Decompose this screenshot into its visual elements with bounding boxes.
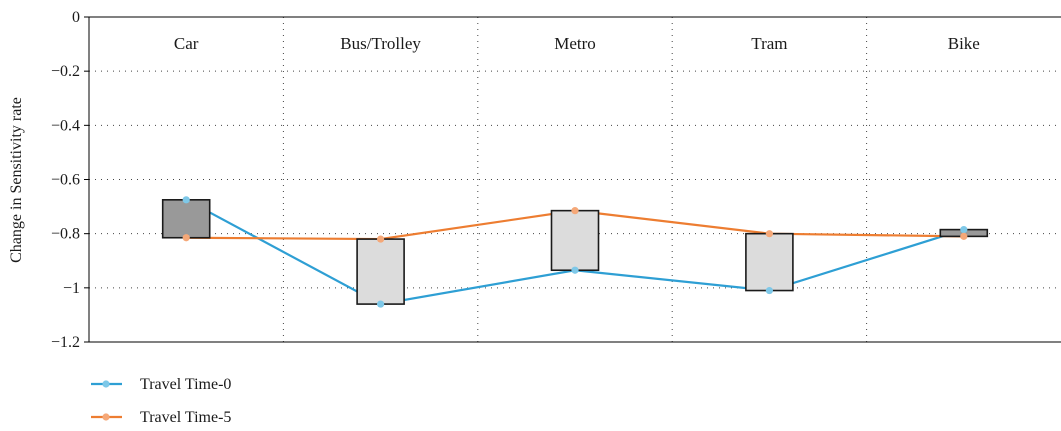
data-point xyxy=(960,232,968,240)
legend-marker xyxy=(102,380,110,388)
series-points xyxy=(182,196,968,308)
legend-item: Travel Time-0 xyxy=(91,376,231,393)
data-point xyxy=(765,286,774,295)
y-tick-label: −0.6 xyxy=(51,172,80,189)
range-boxes xyxy=(161,199,989,305)
y-tick-label: −1 xyxy=(63,280,80,297)
y-tick-label: −0.4 xyxy=(51,117,80,134)
category-labels: Car Bus/Trolley Metro Tram Bike xyxy=(174,34,980,53)
range-box xyxy=(550,209,600,272)
category-label: Bus/Trolley xyxy=(340,34,421,53)
data-point xyxy=(571,266,579,274)
data-point xyxy=(571,207,579,215)
legend: Travel Time-0 Travel Time-5 xyxy=(91,376,231,426)
legend-item: Travel Time-5 xyxy=(91,409,231,426)
legend-label: Travel Time-0 xyxy=(140,376,231,393)
category-label: Car xyxy=(174,34,199,53)
data-point xyxy=(377,235,385,243)
grid xyxy=(89,17,1061,342)
data-point xyxy=(960,226,968,234)
data-point xyxy=(765,230,774,238)
range-box xyxy=(356,238,405,305)
y-tick-label: 0 xyxy=(72,9,80,26)
y-ticks: 0 −0.2 −0.4 −0.6 −0.8 −1 −1.2 xyxy=(51,9,89,351)
range-box xyxy=(161,199,211,239)
y-tick-label: −0.8 xyxy=(51,226,80,243)
legend-marker xyxy=(102,413,110,421)
data-point xyxy=(377,300,385,308)
data-point xyxy=(182,196,190,204)
category-label: Metro xyxy=(554,34,596,53)
y-tick-label: −0.2 xyxy=(51,63,80,80)
y-tick-label: −1.2 xyxy=(51,334,80,351)
category-label: Bike xyxy=(948,34,980,53)
category-label: Tram xyxy=(751,34,787,53)
data-point xyxy=(182,234,190,242)
range-box xyxy=(745,232,794,292)
y-axis-label: Change in Sensitivity rate xyxy=(8,97,25,263)
legend-label: Travel Time-5 xyxy=(140,409,231,426)
